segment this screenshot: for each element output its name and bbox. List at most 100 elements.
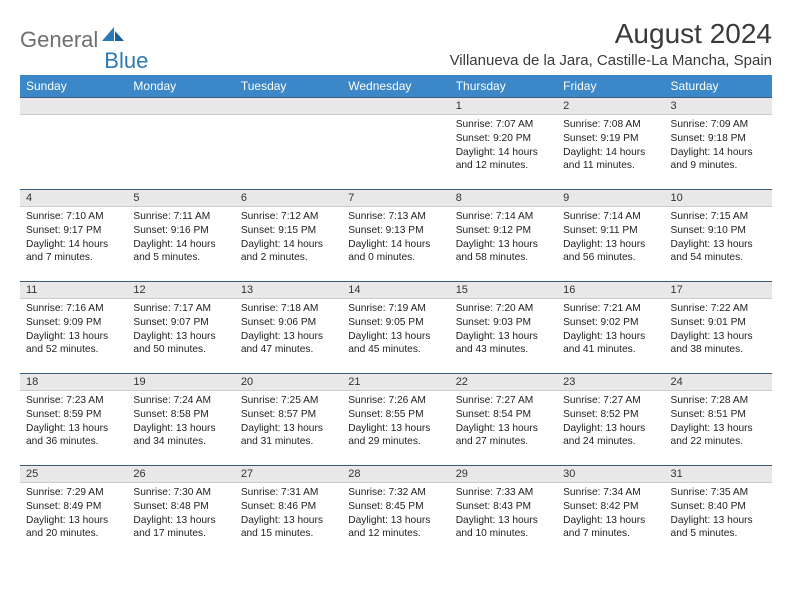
- daylight-text: Daylight: 13 hours and 43 minutes.: [456, 330, 551, 358]
- day-number: [342, 97, 449, 115]
- day-number: 29: [450, 465, 557, 483]
- sunrise-text: Sunrise: 7:09 AM: [671, 118, 766, 132]
- calendar-cell: 24Sunrise: 7:28 AMSunset: 8:51 PMDayligh…: [665, 373, 772, 465]
- day-number: 4: [20, 189, 127, 207]
- sunrise-text: Sunrise: 7:34 AM: [563, 486, 658, 500]
- sunset-text: Sunset: 9:18 PM: [671, 132, 766, 146]
- day-details: Sunrise: 7:28 AMSunset: 8:51 PMDaylight:…: [665, 391, 772, 451]
- calendar-cell: [235, 97, 342, 189]
- calendar-cell: 23Sunrise: 7:27 AMSunset: 8:52 PMDayligh…: [557, 373, 664, 465]
- day-number: 18: [20, 373, 127, 391]
- sunrise-text: Sunrise: 7:14 AM: [563, 210, 658, 224]
- sunset-text: Sunset: 9:02 PM: [563, 316, 658, 330]
- day-number: 6: [235, 189, 342, 207]
- sunrise-text: Sunrise: 7:26 AM: [348, 394, 443, 408]
- col-friday: Friday: [557, 75, 664, 97]
- sunrise-text: Sunrise: 7:31 AM: [241, 486, 336, 500]
- daylight-text: Daylight: 13 hours and 27 minutes.: [456, 422, 551, 450]
- sunrise-text: Sunrise: 7:08 AM: [563, 118, 658, 132]
- sunset-text: Sunset: 9:05 PM: [348, 316, 443, 330]
- sunset-text: Sunset: 8:51 PM: [671, 408, 766, 422]
- daylight-text: Daylight: 14 hours and 5 minutes.: [133, 238, 228, 266]
- sunset-text: Sunset: 9:10 PM: [671, 224, 766, 238]
- sunset-text: Sunset: 9:03 PM: [456, 316, 551, 330]
- daylight-text: Daylight: 14 hours and 2 minutes.: [241, 238, 336, 266]
- daylight-text: Daylight: 13 hours and 17 minutes.: [133, 514, 228, 542]
- daylight-text: Daylight: 14 hours and 12 minutes.: [456, 146, 551, 174]
- day-details: Sunrise: 7:29 AMSunset: 8:49 PMDaylight:…: [20, 483, 127, 543]
- col-sunday: Sunday: [20, 75, 127, 97]
- day-number: [235, 97, 342, 115]
- day-details: Sunrise: 7:12 AMSunset: 9:15 PMDaylight:…: [235, 207, 342, 267]
- day-details: [20, 115, 127, 120]
- sunset-text: Sunset: 8:48 PM: [133, 500, 228, 514]
- day-details: Sunrise: 7:35 AMSunset: 8:40 PMDaylight:…: [665, 483, 772, 543]
- day-number: 22: [450, 373, 557, 391]
- sunset-text: Sunset: 9:15 PM: [241, 224, 336, 238]
- day-details: [342, 115, 449, 120]
- sunset-text: Sunset: 9:20 PM: [456, 132, 551, 146]
- day-number: 21: [342, 373, 449, 391]
- day-number: 14: [342, 281, 449, 299]
- day-number: 3: [665, 97, 772, 115]
- calendar-cell: 22Sunrise: 7:27 AMSunset: 8:54 PMDayligh…: [450, 373, 557, 465]
- calendar-cell: 1 Sunrise: 7:07 AMSunset: 9:20 PMDaylight…: [450, 97, 557, 189]
- brand-logo: General Blue: [20, 18, 148, 62]
- sunset-text: Sunset: 8:45 PM: [348, 500, 443, 514]
- daylight-text: Daylight: 13 hours and 52 minutes.: [26, 330, 121, 358]
- calendar-cell: 19Sunrise: 7:24 AMSunset: 8:58 PMDayligh…: [127, 373, 234, 465]
- day-details: Sunrise: 7:14 AMSunset: 9:12 PMDaylight:…: [450, 207, 557, 267]
- day-number: 10: [665, 189, 772, 207]
- day-details: Sunrise: 7:21 AMSunset: 9:02 PMDaylight:…: [557, 299, 664, 359]
- sail-icon: [102, 27, 124, 50]
- daylight-text: Daylight: 13 hours and 20 minutes.: [26, 514, 121, 542]
- col-thursday: Thursday: [450, 75, 557, 97]
- daylight-text: Daylight: 13 hours and 22 minutes.: [671, 422, 766, 450]
- day-details: Sunrise: 7:31 AMSunset: 8:46 PMDaylight:…: [235, 483, 342, 543]
- daylight-text: Daylight: 14 hours and 9 minutes.: [671, 146, 766, 174]
- calendar-row: 11Sunrise: 7:16 AMSunset: 9:09 PMDayligh…: [20, 281, 772, 373]
- daylight-text: Daylight: 13 hours and 7 minutes.: [563, 514, 658, 542]
- sunset-text: Sunset: 8:46 PM: [241, 500, 336, 514]
- day-number: 27: [235, 465, 342, 483]
- sunset-text: Sunset: 8:42 PM: [563, 500, 658, 514]
- sunrise-text: Sunrise: 7:35 AM: [671, 486, 766, 500]
- daylight-text: Daylight: 13 hours and 34 minutes.: [133, 422, 228, 450]
- day-details: Sunrise: 7:34 AMSunset: 8:42 PMDaylight:…: [557, 483, 664, 543]
- calendar-table: Sunday Monday Tuesday Wednesday Thursday…: [20, 75, 772, 557]
- day-details: Sunrise: 7:11 AMSunset: 9:16 PMDaylight:…: [127, 207, 234, 267]
- sunrise-text: Sunrise: 7:20 AM: [456, 302, 551, 316]
- sunrise-text: Sunrise: 7:25 AM: [241, 394, 336, 408]
- calendar-cell: 14Sunrise: 7:19 AMSunset: 9:05 PMDayligh…: [342, 281, 449, 373]
- calendar-cell: 17Sunrise: 7:22 AMSunset: 9:01 PMDayligh…: [665, 281, 772, 373]
- day-number: 1: [450, 97, 557, 115]
- calendar-cell: 5Sunrise: 7:11 AMSunset: 9:16 PMDaylight…: [127, 189, 234, 281]
- day-details: Sunrise: 7:09 AMSunset: 9:18 PMDaylight:…: [665, 115, 772, 175]
- daylight-text: Daylight: 13 hours and 24 minutes.: [563, 422, 658, 450]
- calendar-cell: [342, 97, 449, 189]
- day-number: 5: [127, 189, 234, 207]
- day-number: 25: [20, 465, 127, 483]
- sunset-text: Sunset: 9:17 PM: [26, 224, 121, 238]
- day-number: 12: [127, 281, 234, 299]
- day-number: 20: [235, 373, 342, 391]
- day-number: 8: [450, 189, 557, 207]
- day-details: Sunrise: 7:18 AMSunset: 9:06 PMDaylight:…: [235, 299, 342, 359]
- sunrise-text: Sunrise: 7:18 AM: [241, 302, 336, 316]
- calendar-cell: 10Sunrise: 7:15 AMSunset: 9:10 PMDayligh…: [665, 189, 772, 281]
- day-details: Sunrise: 7:14 AMSunset: 9:11 PMDaylight:…: [557, 207, 664, 267]
- sunrise-text: Sunrise: 7:15 AM: [671, 210, 766, 224]
- day-number: 31: [665, 465, 772, 483]
- calendar-cell: 20Sunrise: 7:25 AMSunset: 8:57 PMDayligh…: [235, 373, 342, 465]
- sunrise-text: Sunrise: 7:16 AM: [26, 302, 121, 316]
- day-number: 26: [127, 465, 234, 483]
- day-number: [20, 97, 127, 115]
- sunrise-text: Sunrise: 7:07 AM: [456, 118, 551, 132]
- day-details: Sunrise: 7:20 AMSunset: 9:03 PMDaylight:…: [450, 299, 557, 359]
- daylight-text: Daylight: 14 hours and 7 minutes.: [26, 238, 121, 266]
- daylight-text: Daylight: 13 hours and 31 minutes.: [241, 422, 336, 450]
- daylight-text: Daylight: 13 hours and 29 minutes.: [348, 422, 443, 450]
- calendar-cell: 31Sunrise: 7:35 AMSunset: 8:40 PMDayligh…: [665, 465, 772, 557]
- daylight-text: Daylight: 13 hours and 50 minutes.: [133, 330, 228, 358]
- day-details: Sunrise: 7:15 AMSunset: 9:10 PMDaylight:…: [665, 207, 772, 267]
